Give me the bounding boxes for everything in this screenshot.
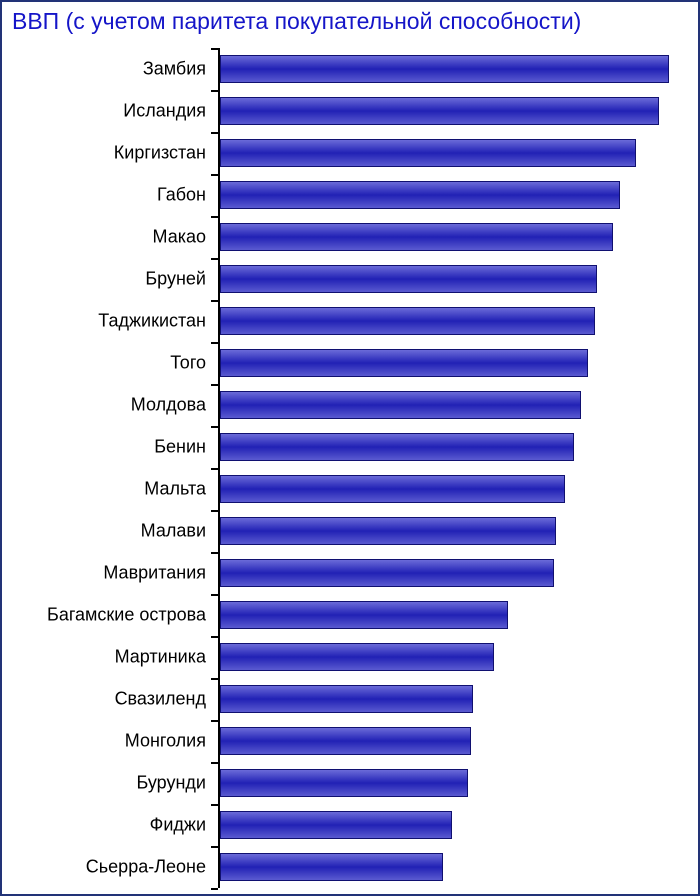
axis-minor-tick	[211, 48, 218, 50]
bar	[220, 433, 574, 461]
bar-row: Мартиника	[2, 636, 698, 678]
bar-row: Бурунди	[2, 762, 698, 804]
axis-minor-tick	[211, 468, 218, 470]
axis-minor-tick	[211, 384, 218, 386]
plot-area: Замбия Исландия Киргизстан Габон Макао Бруней…	[2, 48, 698, 888]
bar	[220, 55, 669, 83]
axis-minor-tick	[211, 594, 218, 596]
axis-minor-tick	[211, 510, 218, 512]
axis-minor-tick	[211, 552, 218, 554]
bar	[220, 559, 554, 587]
axis-minor-tick	[211, 342, 218, 344]
chart-title: ВВП (с учетом паритета покупательной спо…	[12, 8, 581, 35]
bar-row: Багамские острова	[2, 594, 698, 636]
bars-container: Замбия Исландия Киргизстан Габон Макао Бруней…	[2, 48, 698, 888]
bar	[220, 307, 595, 335]
axis-minor-tick	[211, 300, 218, 302]
bar	[220, 475, 565, 503]
bar	[220, 685, 473, 713]
bar	[220, 139, 636, 167]
category-label: Киргизстан	[2, 143, 206, 164]
bar-row: Макао	[2, 216, 698, 258]
axis-minor-tick	[211, 258, 218, 260]
category-label: Малави	[2, 521, 206, 542]
category-label: Того	[2, 353, 206, 374]
axis-minor-tick	[211, 174, 218, 176]
bar	[220, 349, 588, 377]
bar	[220, 769, 468, 797]
axis-minor-tick	[211, 132, 218, 134]
axis-minor-tick	[211, 426, 218, 428]
bar-row: Малави	[2, 510, 698, 552]
category-label: Бенин	[2, 437, 206, 458]
category-label: Исландия	[2, 101, 206, 122]
category-label: Габон	[2, 185, 206, 206]
category-label: Монголия	[2, 731, 206, 752]
axis-minor-tick	[211, 762, 218, 764]
bar-row: Мальта	[2, 468, 698, 510]
bar-row: Габон	[2, 174, 698, 216]
axis-minor-tick	[211, 846, 218, 848]
bar-row: Таджикистан	[2, 300, 698, 342]
bar-row: Свазиленд	[2, 678, 698, 720]
bar	[220, 517, 556, 545]
category-label: Мавритания	[2, 563, 206, 584]
bar-row: Фиджи	[2, 804, 698, 846]
category-label: Молдова	[2, 395, 206, 416]
axis-minor-tick	[211, 720, 218, 722]
category-label: Свазиленд	[2, 689, 206, 710]
bar	[220, 601, 508, 629]
bar-row: Исландия	[2, 90, 698, 132]
bar	[220, 811, 452, 839]
category-label: Замбия	[2, 59, 206, 80]
axis-minor-tick	[211, 804, 218, 806]
bar-row: Замбия	[2, 48, 698, 90]
bar	[220, 643, 494, 671]
bar-row: Бенин	[2, 426, 698, 468]
axis-minor-tick	[211, 90, 218, 92]
category-label: Мартиника	[2, 647, 206, 668]
bar-row: Мавритания	[2, 552, 698, 594]
bar	[220, 853, 443, 881]
category-label: Фиджи	[2, 815, 206, 836]
bar-row: Того	[2, 342, 698, 384]
category-label: Мальта	[2, 479, 206, 500]
category-label: Таджикистан	[2, 311, 206, 332]
bar	[220, 265, 597, 293]
bar-row: Молдова	[2, 384, 698, 426]
category-label: Бруней	[2, 269, 206, 290]
chart-frame: ВВП (с учетом паритета покупательной спо…	[0, 0, 700, 896]
axis-minor-tick	[211, 636, 218, 638]
bar	[220, 97, 659, 125]
bar-row: Монголия	[2, 720, 698, 762]
axis-minor-tick	[211, 216, 218, 218]
category-label: Багамские острова	[2, 605, 206, 626]
bar	[220, 223, 613, 251]
category-label: Макао	[2, 227, 206, 248]
bar	[220, 181, 620, 209]
category-label: Бурунди	[2, 773, 206, 794]
bar-row: Киргизстан	[2, 132, 698, 174]
bar-row: Сьерра-Леоне	[2, 846, 698, 888]
axis-minor-tick	[211, 678, 218, 680]
category-label: Сьерра-Леоне	[2, 857, 206, 878]
axis-minor-tick	[211, 888, 218, 890]
bar-row: Бруней	[2, 258, 698, 300]
bar	[220, 391, 581, 419]
bar	[220, 727, 471, 755]
